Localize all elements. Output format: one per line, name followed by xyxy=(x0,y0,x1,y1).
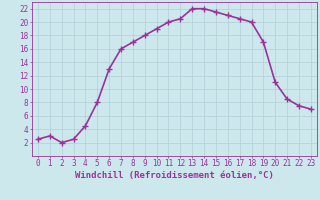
X-axis label: Windchill (Refroidissement éolien,°C): Windchill (Refroidissement éolien,°C) xyxy=(75,171,274,180)
